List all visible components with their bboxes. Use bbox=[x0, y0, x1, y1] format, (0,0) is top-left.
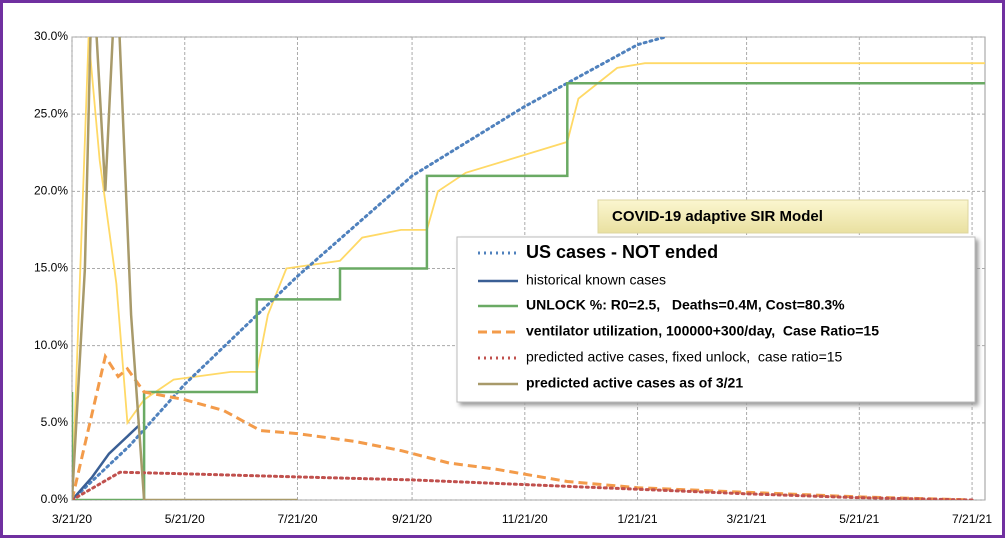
x-tick-label: 3/21/20 bbox=[52, 512, 92, 526]
chart-title: COVID-19 adaptive SIR Model bbox=[612, 208, 823, 225]
x-tick-label: 11/21/20 bbox=[502, 512, 548, 526]
x-tick-label: 9/21/20 bbox=[392, 512, 432, 526]
y-tick-label: 25.0% bbox=[34, 106, 68, 120]
series-line bbox=[72, 37, 985, 500]
x-tick-label: 7/21/21 bbox=[952, 512, 992, 526]
legend-label: US cases - NOT ended bbox=[526, 242, 718, 262]
legend-label: predicted active cases as of 3/21 bbox=[526, 375, 743, 391]
y-tick-label: 10.0% bbox=[34, 338, 68, 352]
x-tick-label: 5/21/21 bbox=[839, 512, 879, 526]
x-tick-label: 7/21/20 bbox=[277, 512, 317, 526]
series-group bbox=[72, 37, 985, 500]
y-tick-label: 5.0% bbox=[41, 415, 69, 429]
legend-label: UNLOCK %: R0=2.5, Deaths=0.4M, Cost=80.3… bbox=[526, 297, 845, 313]
series-line bbox=[72, 352, 973, 500]
y-tick-label: 30.0% bbox=[34, 29, 68, 43]
y-tick-label: 20.0% bbox=[34, 184, 68, 198]
x-tick-label: 3/21/21 bbox=[727, 512, 767, 526]
series-line bbox=[72, 470, 974, 500]
x-tick-label: 5/21/20 bbox=[165, 512, 205, 526]
legend-label: ventilator utilization, 100000+300/day, … bbox=[526, 323, 879, 339]
series-line bbox=[72, 82, 985, 500]
title-box bbox=[597, 199, 969, 234]
y-tick-label: 0.0% bbox=[41, 492, 69, 506]
series-line bbox=[72, 37, 298, 500]
legend-entries: US cases - NOT ended historical known cas… bbox=[478, 242, 879, 391]
legend-label: predicted active cases, fixed unlock, ca… bbox=[526, 349, 843, 365]
x-tick-label: 1/21/21 bbox=[618, 512, 658, 526]
legend-label: historical known cases bbox=[526, 272, 666, 288]
y-tick-label: 15.0% bbox=[34, 261, 68, 275]
series-line bbox=[72, 424, 140, 500]
legend bbox=[456, 236, 976, 403]
